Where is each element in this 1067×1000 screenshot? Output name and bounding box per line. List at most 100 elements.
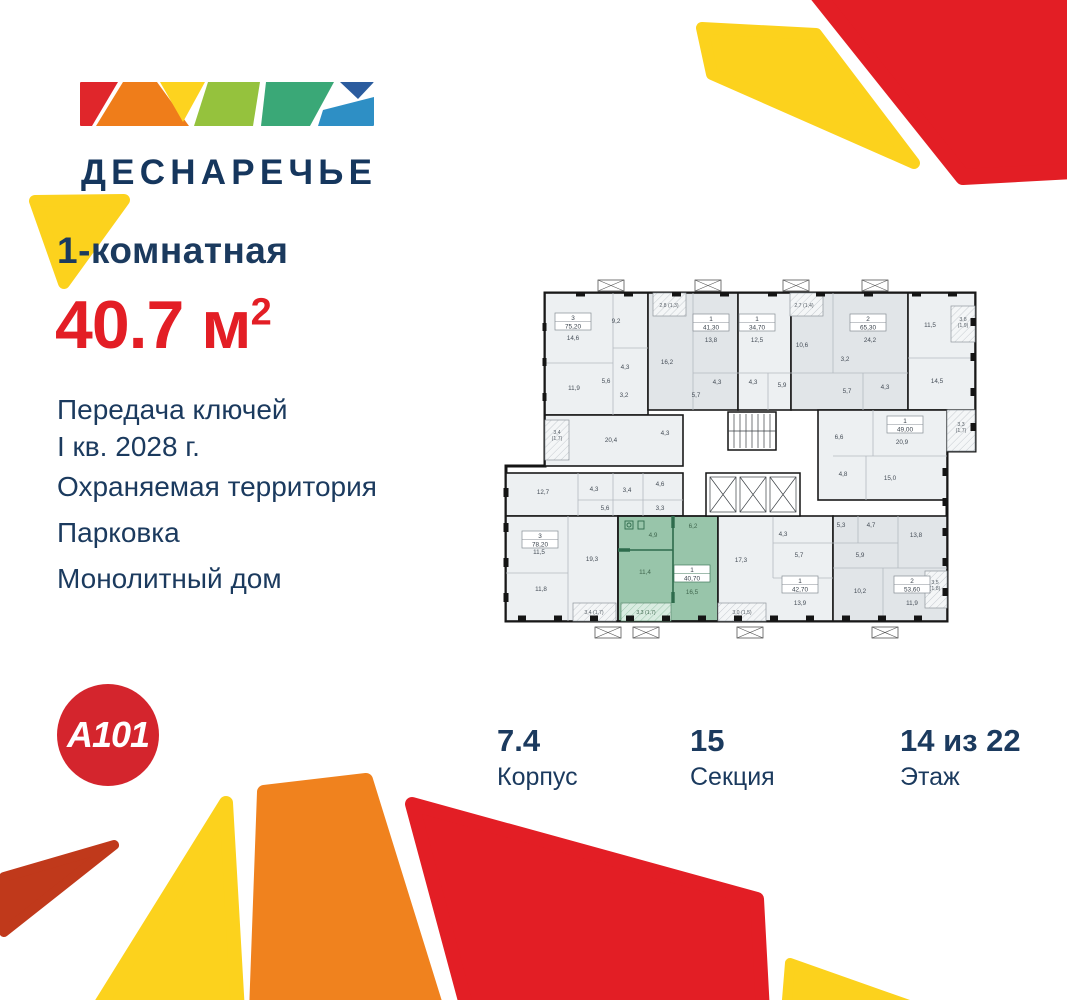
room-area-label: 6,2 xyxy=(689,523,698,530)
room-area-label: 2,8 (1,3) xyxy=(659,303,679,309)
pilaster xyxy=(518,615,526,621)
room-area-label: 12,5 xyxy=(751,337,764,344)
pilaster xyxy=(912,291,921,297)
pilaster xyxy=(942,498,948,506)
unit-label: 149,00 xyxy=(886,415,924,434)
svg-text:3: 3 xyxy=(571,315,575,322)
wall-pilasters xyxy=(503,291,976,621)
pilaster xyxy=(503,558,509,567)
sliver-darkred-bottom-left xyxy=(0,840,119,937)
pilaster xyxy=(948,291,957,297)
room-area-label: 17,3 xyxy=(735,557,748,564)
room-area-label: 4,3 xyxy=(749,379,758,386)
unit-label: 378,20 xyxy=(521,530,559,549)
room-area-label: 3,2 xyxy=(620,392,629,399)
room-area-label: 3,0 (1,5) xyxy=(732,610,752,616)
pilaster xyxy=(942,558,948,566)
svg-text:34,70: 34,70 xyxy=(749,325,765,332)
room-area-label: 4,3 xyxy=(590,486,599,493)
room-area-label: 9,2 xyxy=(612,318,621,325)
pilaster xyxy=(542,323,547,331)
pilaster xyxy=(770,615,778,621)
feature-item: Охраняемая территория xyxy=(57,471,377,502)
pilaster xyxy=(698,615,706,621)
pilaster xyxy=(503,593,509,602)
area-power: 2 xyxy=(250,291,272,334)
pilaster xyxy=(878,615,886,621)
feature-list: Охраняемая территория Парковка Монолитны… xyxy=(57,473,377,611)
pilaster xyxy=(662,615,670,621)
room-area-label: 4,9 xyxy=(649,532,658,539)
pilaster xyxy=(842,615,850,621)
pilaster xyxy=(970,388,976,396)
triangle-yellow-bottom-right xyxy=(781,958,911,1000)
stat-section: 15 Секция xyxy=(690,723,775,792)
svg-text:1: 1 xyxy=(755,316,759,323)
shape-red-top-right xyxy=(811,0,1067,185)
room-area-label: 6,6 xyxy=(835,434,844,441)
floor-label: Этаж xyxy=(900,763,960,791)
building-core xyxy=(705,411,801,517)
handover-info: Передача ключей I кв. 2028 г. xyxy=(57,391,288,465)
svg-text:1: 1 xyxy=(690,567,694,574)
pilaster xyxy=(942,528,948,536)
room-area-label: 5,7 xyxy=(795,552,804,559)
sliver-yellow-top-right xyxy=(696,22,920,169)
room-area-label: 4,3 xyxy=(713,379,722,386)
triangle-yellow-top-left xyxy=(29,194,130,289)
room-area-label: 4,7 xyxy=(867,522,876,529)
pilaster xyxy=(864,291,873,297)
room-area-label: 13,9 xyxy=(794,600,807,607)
room-area-label: 3,2 xyxy=(841,356,850,363)
window-markers xyxy=(594,279,899,639)
room-area-label: 14,6 xyxy=(567,335,580,342)
room-area-label: 15,0 xyxy=(884,475,897,482)
room-area-label: 12,7 xyxy=(537,489,550,496)
pilaster xyxy=(734,615,742,621)
a101-logo: A101 xyxy=(57,684,159,786)
floor-plan: 14,69,211,95,64,33,216,213,85,74,3 4,312,… xyxy=(503,279,977,639)
room-area-label: 4,8 xyxy=(839,471,848,478)
svg-text:53,60: 53,60 xyxy=(904,587,920,594)
room-area-label: 3,4 (1,7) xyxy=(584,610,604,616)
svg-text:40,70: 40,70 xyxy=(684,576,700,583)
triangle-yellow-bottom xyxy=(95,796,245,1000)
room-area-label: 5,6 xyxy=(602,378,611,385)
pilaster xyxy=(542,393,547,401)
pilaster xyxy=(554,615,562,621)
building-value: 7.4 xyxy=(497,723,541,758)
section-label: Секция xyxy=(690,763,775,791)
room-area-label: 5,7 xyxy=(692,392,701,399)
room-area-label: 11,5 xyxy=(533,549,545,556)
pilaster xyxy=(768,291,777,297)
room-area-label: 4,3 xyxy=(661,430,670,437)
svg-text:49,00: 49,00 xyxy=(897,427,913,434)
room-area-label: 5,3 xyxy=(837,522,846,529)
pilaster xyxy=(942,468,948,476)
room-area-label: 5,7 xyxy=(843,388,852,395)
svg-text:3: 3 xyxy=(538,533,542,540)
room-area-label: 14,5 xyxy=(931,378,944,385)
apartment-type-title: 1-комнатная xyxy=(57,230,289,271)
room-area-label: 10,6 xyxy=(796,342,809,349)
room-partitions xyxy=(506,293,975,621)
room-area-label: 3,8 (1,9) xyxy=(958,317,969,329)
pilaster xyxy=(970,353,976,361)
pilaster xyxy=(970,318,976,326)
room-area-label: 16,5 xyxy=(686,589,699,596)
svg-text:1: 1 xyxy=(798,578,802,585)
svg-text:42,70: 42,70 xyxy=(792,587,808,594)
room-area-label: 20,9 xyxy=(896,439,909,446)
svg-text:1: 1 xyxy=(709,316,713,323)
unit-label: 253,60 xyxy=(893,575,931,594)
room-area-label: 4,6 xyxy=(656,481,665,488)
pilaster xyxy=(590,615,598,621)
room-area-label: 3,4 xyxy=(623,487,632,494)
room-area-label: 3,3 (1,7) xyxy=(636,610,656,616)
svg-text:41,30: 41,30 xyxy=(703,325,719,332)
unit-label: 134,70 xyxy=(738,313,776,332)
unit-label: 265,30 xyxy=(849,313,887,332)
desnarechye-logo: ДЕСНАРЕЧЬЕ xyxy=(80,82,374,192)
room-area-label: 11,9 xyxy=(906,600,918,607)
